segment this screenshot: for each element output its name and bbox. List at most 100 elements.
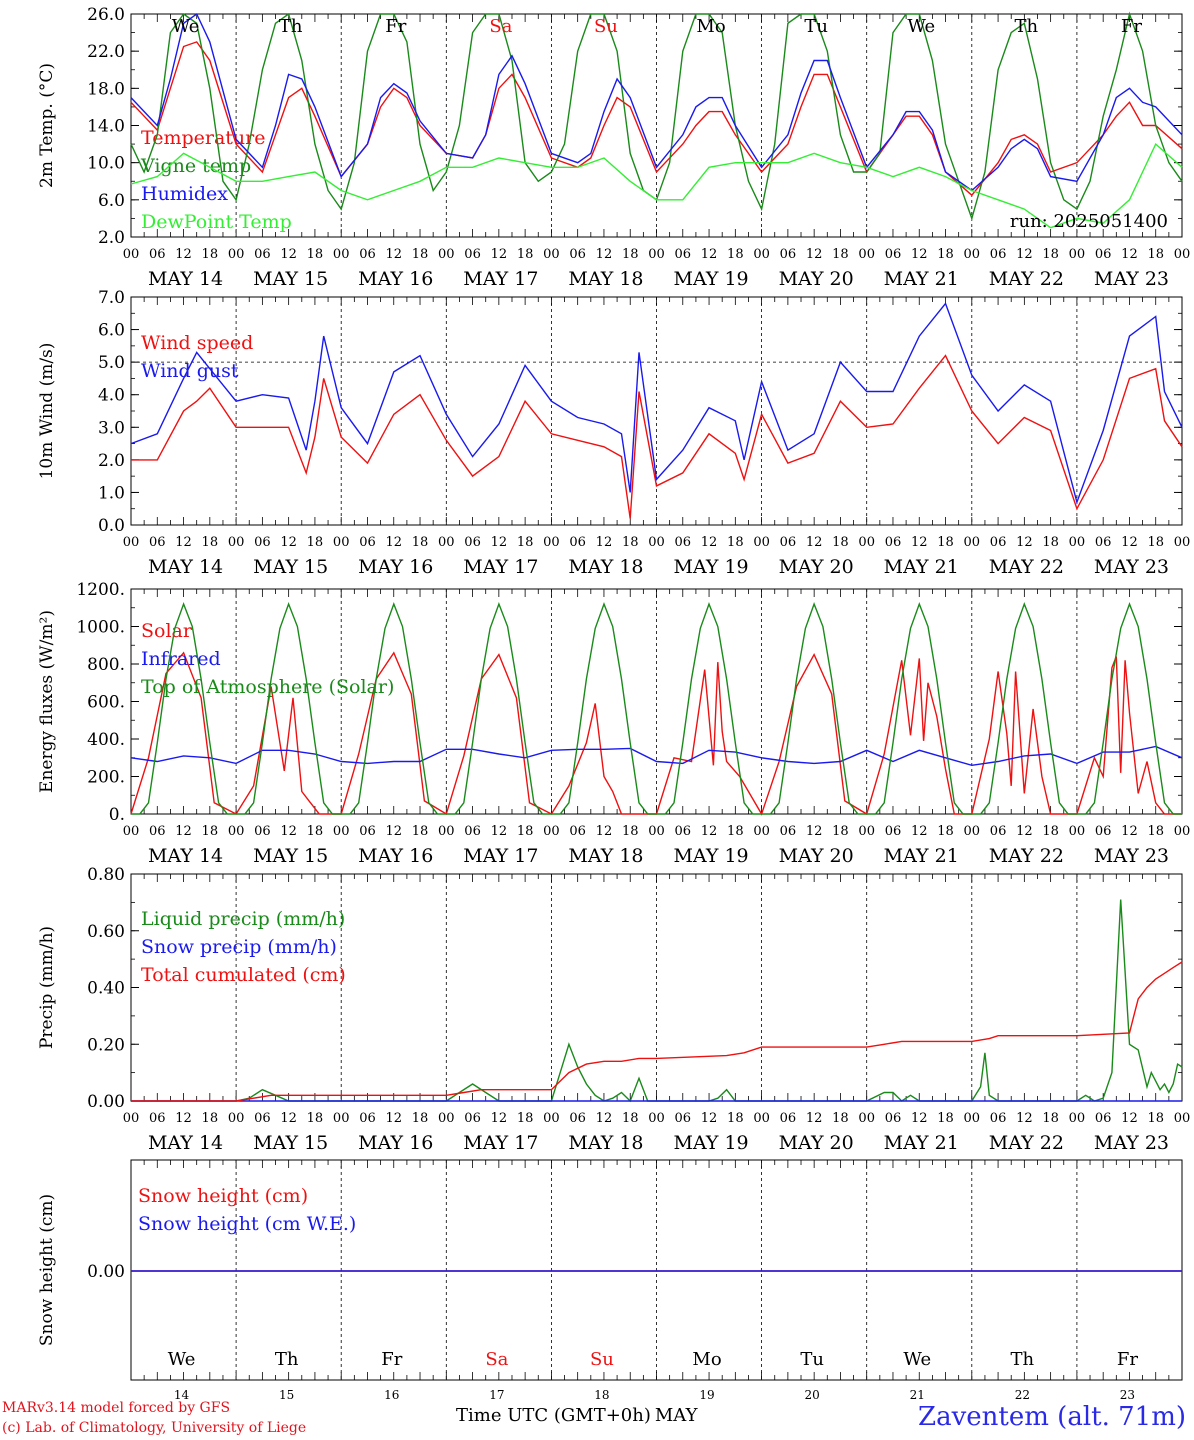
hour-tick-label: 12	[806, 824, 823, 839]
weekday-label: Su	[590, 1349, 614, 1370]
hour-tick-label: 00	[438, 535, 455, 550]
y-tick-label: 0.00	[87, 1092, 125, 1112]
y-tick-label: 10.0	[87, 154, 125, 174]
date-label: MAY 22	[989, 268, 1064, 290]
hour-tick-label: 06	[149, 535, 166, 550]
hour-tick-label: 06	[1095, 247, 1112, 262]
hour-tick-label: 00	[123, 247, 140, 262]
hour-tick-label: 18	[517, 1111, 534, 1126]
hour-tick-label: 12	[385, 1111, 402, 1126]
hour-tick-label: 00	[333, 824, 350, 839]
hour-tick-label: 18	[1147, 1111, 1164, 1126]
hour-tick-label: 00	[753, 535, 770, 550]
y-axis-title: Energy fluxes (W/m²)	[37, 610, 57, 793]
hour-tick-label: 18	[622, 247, 639, 262]
hour-tick-label: 00	[858, 247, 875, 262]
legend-entry: Top of Atmosphere (Solar)	[141, 676, 394, 698]
series-line-3	[131, 602, 1182, 815]
date-label: MAY 20	[779, 556, 854, 578]
y-axis-title: 10m Wind (m/s)	[37, 343, 57, 480]
hour-tick-label: 12	[596, 247, 613, 262]
hour-tick-label: 12	[1121, 1111, 1138, 1126]
hour-tick-label: 00	[1069, 824, 1086, 839]
hour-tick-label: 12	[175, 247, 192, 262]
y-tick-label: 800.	[87, 655, 125, 675]
hour-tick-label: 06	[254, 535, 271, 550]
hour-tick-label: 12	[806, 535, 823, 550]
time-axis-label: Time UTC (GMT+0h)	[456, 1405, 651, 1426]
hour-tick-label: 18	[202, 1111, 219, 1126]
y-tick-label: 6.0	[98, 191, 125, 211]
weekday-label: Fr	[381, 1349, 402, 1370]
hour-tick-label: 00	[1174, 535, 1191, 550]
date-label: MAY 14	[148, 556, 223, 578]
hour-tick-label: 12	[491, 824, 508, 839]
weekday-label: We	[907, 16, 935, 37]
hour-tick-label: 00	[648, 824, 665, 839]
y-tick-label: 1200.	[76, 580, 125, 600]
hour-tick-label: 06	[569, 1111, 586, 1126]
day-number-label: 14	[174, 1388, 190, 1402]
date-label: MAY 22	[989, 845, 1064, 867]
hour-tick-label: 06	[464, 247, 481, 262]
hour-tick-label: 18	[412, 824, 429, 839]
weekday-label: Sa	[489, 16, 512, 37]
series-line-3	[131, 961, 1183, 1102]
legend-entry: Snow height (cm)	[138, 1185, 308, 1207]
hour-tick-label: 18	[1147, 247, 1164, 262]
y-tick-label: 0.0	[98, 516, 125, 536]
day-number-label: 15	[279, 1388, 294, 1402]
y-tick-label: 400.	[87, 730, 125, 750]
hour-tick-label: 06	[990, 247, 1007, 262]
hour-tick-label: 12	[911, 247, 928, 262]
hour-tick-label: 18	[412, 535, 429, 550]
hour-tick-label: 18	[202, 247, 219, 262]
date-label: MAY 17	[463, 1132, 538, 1154]
hour-tick-label: 12	[701, 824, 718, 839]
legend-entry: Temperature	[141, 127, 265, 149]
weekday-label: Su	[594, 16, 618, 37]
hour-tick-label: 18	[1042, 824, 1059, 839]
hour-tick-label: 18	[727, 535, 744, 550]
hour-tick-label: 12	[280, 824, 297, 839]
hour-tick-label: 18	[1147, 535, 1164, 550]
hour-tick-label: 06	[149, 247, 166, 262]
y-axis-title: 2m Temp. (°C)	[37, 63, 57, 188]
hour-tick-label: 00	[1069, 247, 1086, 262]
panel-5: 0.00 Snow height (cm) Snow height (cm) Snow…	[37, 1159, 1183, 1402]
hour-tick-label: 06	[149, 1111, 166, 1126]
day-number-label: 22	[1015, 1388, 1030, 1402]
hour-tick-label: 00	[543, 247, 560, 262]
date-label: MAY 21	[884, 268, 959, 290]
hour-tick-label: 12	[1016, 247, 1033, 262]
day-number-label: 20	[805, 1388, 820, 1402]
weekday-label: Fr	[1117, 1349, 1138, 1370]
weekday-label: We	[903, 1349, 931, 1370]
weekday-label: Mo	[692, 1349, 721, 1370]
weekday-label: Th	[1015, 16, 1039, 37]
weekday-label: Fr	[385, 16, 406, 37]
hour-tick-label: 06	[359, 535, 376, 550]
hour-tick-label: 18	[202, 535, 219, 550]
panel-3: 0. 200. 400. 600. 800. 1000. 1200. Energy fluxe…	[37, 580, 1190, 867]
y-tick-label: 18.0	[87, 79, 125, 99]
hour-tick-label: 12	[1121, 247, 1138, 262]
hour-tick-label: 18	[832, 247, 849, 262]
y-tick-label: 1.0	[98, 483, 125, 503]
hour-tick-label: 00	[438, 824, 455, 839]
hour-tick-label: 18	[1147, 824, 1164, 839]
hour-tick-label: 12	[911, 535, 928, 550]
hour-tick-label: 18	[412, 247, 429, 262]
hour-tick-label: 06	[885, 535, 902, 550]
date-label: MAY 18	[568, 556, 643, 578]
weekday-label: Tu	[804, 16, 828, 37]
date-label: MAY 22	[989, 1132, 1064, 1154]
hour-tick-label: 12	[385, 247, 402, 262]
hour-tick-label: 12	[1121, 824, 1138, 839]
hour-tick-label: 18	[202, 824, 219, 839]
legend-entry: Wind gust	[141, 360, 239, 382]
hour-tick-label: 12	[385, 824, 402, 839]
hour-tick-label: 00	[1069, 1111, 1086, 1126]
y-tick-label: 6.0	[98, 321, 125, 341]
hour-tick-label: 12	[385, 535, 402, 550]
